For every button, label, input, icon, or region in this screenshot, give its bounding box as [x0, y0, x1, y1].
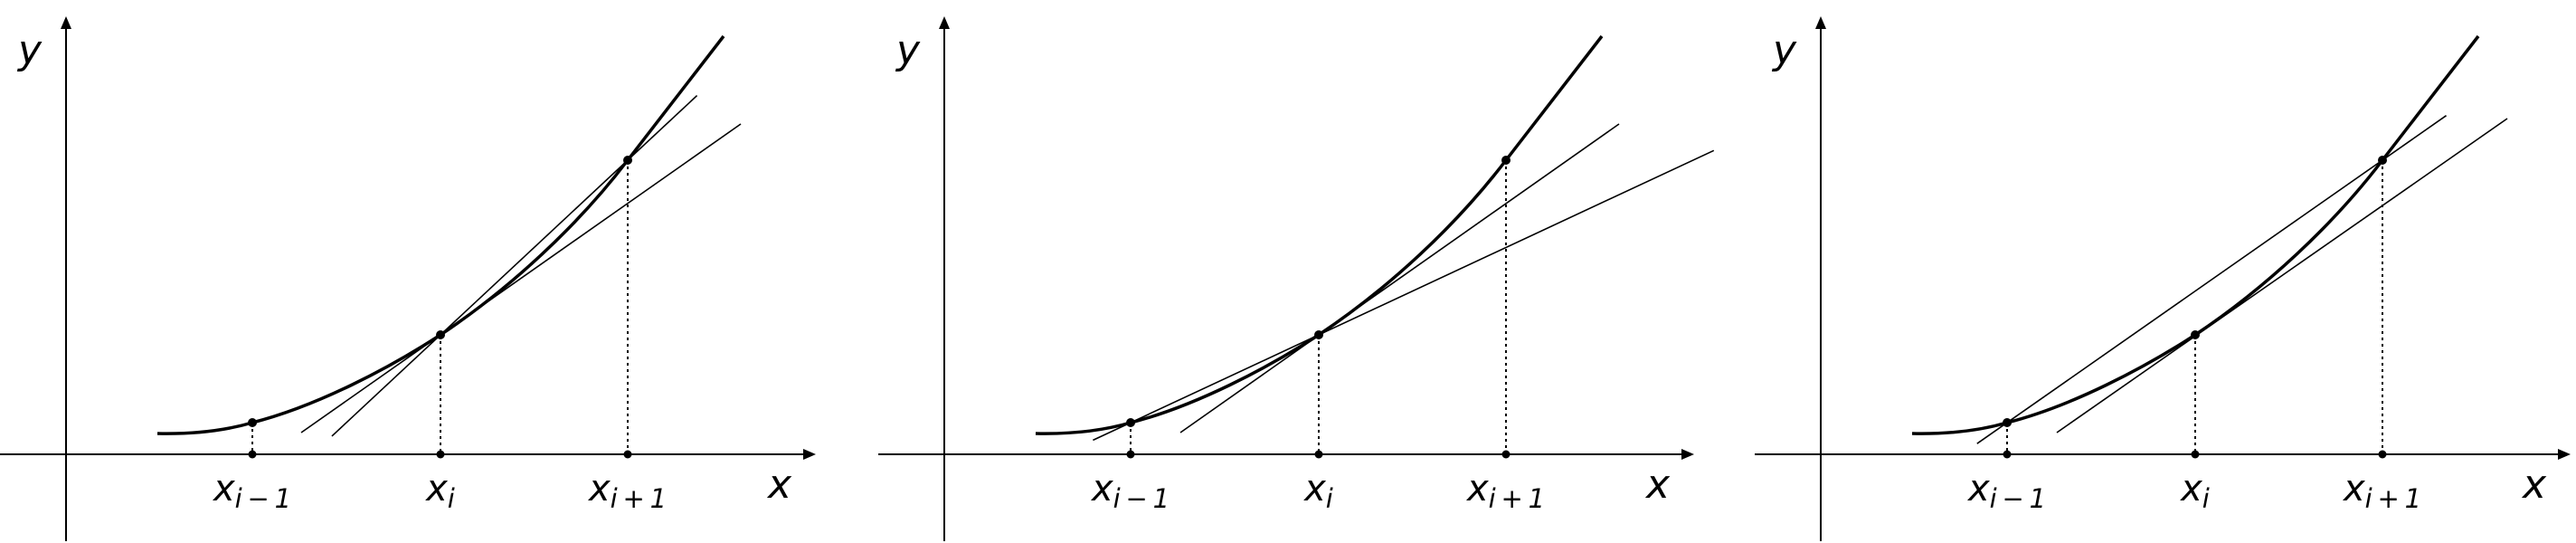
tick-label-base: x: [1090, 468, 1113, 510]
tick-label-subscript: i − 1: [235, 483, 291, 514]
tangent-line: [300, 123, 742, 433]
axis-point-2: [1501, 450, 1511, 459]
y-axis-label: y: [1771, 27, 1797, 73]
axis-point-0: [1126, 450, 1135, 459]
forward-secant-line: [331, 95, 698, 437]
curve-point-2: [1501, 156, 1511, 165]
tick-label-base: x: [212, 468, 235, 510]
tick-label-2: xi + 1: [587, 468, 667, 514]
curve-point-2: [623, 156, 632, 165]
curve-point-1: [2191, 330, 2200, 339]
tick-label-subscript: i + 1: [2365, 483, 2421, 514]
axis-point-0: [2003, 450, 2012, 459]
tick-label-1: xi: [2179, 468, 2210, 514]
axis-point-1: [2191, 450, 2200, 459]
tick-label-base: x: [1966, 468, 1990, 510]
tick-label-subscript: i − 1: [1113, 483, 1170, 514]
tick-label-0: xi − 1: [1090, 468, 1170, 514]
tangent-line: [1179, 123, 1620, 433]
tick-label-subscript: i + 1: [611, 483, 667, 514]
tick-label-base: x: [2342, 468, 2365, 510]
curve-point-0: [248, 418, 257, 427]
axis-point-0: [248, 450, 257, 459]
tick-label-subscript: i + 1: [1489, 483, 1545, 514]
function-curve: [1035, 34, 1604, 435]
curve-point-0: [1126, 418, 1135, 427]
tangent-line: [2056, 118, 2508, 433]
tick-label-2: xi + 1: [1465, 468, 1545, 514]
tick-label-2: xi + 1: [2342, 468, 2421, 514]
x-axis-label: x: [766, 462, 792, 508]
curve-point-2: [2378, 156, 2387, 165]
x-axis-label: x: [1644, 462, 1671, 508]
axis-point-1: [436, 450, 445, 459]
curve-point-1: [1314, 330, 1323, 339]
tick-label-base: x: [424, 468, 448, 510]
tick-label-subscript: i: [448, 483, 455, 514]
tick-label-base: x: [587, 468, 611, 510]
tick-label-subscript: i: [2202, 483, 2210, 514]
function-curve: [1911, 34, 2480, 435]
y-axis-label: y: [895, 27, 921, 73]
tick-label-base: x: [2179, 468, 2202, 510]
central-secant-line: [1976, 115, 2448, 444]
tick-label-0: xi − 1: [1966, 468, 2046, 514]
axis-point-1: [1314, 450, 1323, 459]
curve-point-0: [2003, 418, 2012, 427]
tick-label-1: xi: [1302, 468, 1333, 514]
tick-label-subscript: i: [1326, 483, 1333, 514]
backward-secant-line: [1093, 149, 1715, 442]
function-curve: [156, 34, 725, 435]
tick-label-base: x: [1465, 468, 1489, 510]
tick-label-0: xi − 1: [212, 468, 291, 514]
axis-point-2: [2378, 450, 2387, 459]
x-axis-label: x: [2521, 462, 2547, 508]
tick-label-subscript: i − 1: [1990, 483, 2046, 514]
axis-point-2: [623, 450, 632, 459]
tick-label-1: xi: [424, 468, 455, 514]
curve-point-1: [436, 330, 445, 339]
y-axis-label: y: [16, 27, 43, 73]
tick-label-base: x: [1302, 468, 1326, 510]
